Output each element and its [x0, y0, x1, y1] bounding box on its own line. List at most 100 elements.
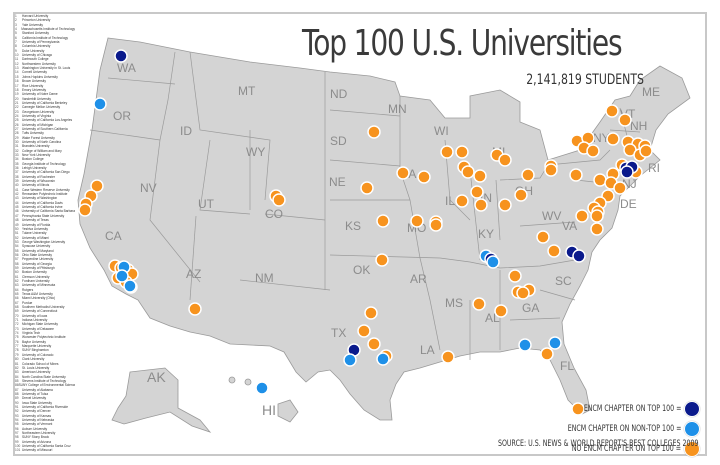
university-name: College of William and Mary: [22, 148, 62, 153]
legend: ENCM CHAPTER ON TOP 100 = ENCM CHAPTER O…: [519, 399, 700, 459]
ranking-item: 18 Emory University: [15, 88, 75, 92]
university-name: University of California Santa Cruz: [22, 444, 71, 449]
rank-number: 57: [15, 257, 19, 262]
university-name: SUNY Binghamton: [22, 348, 49, 353]
university-marker-no-encm-top100: [639, 144, 653, 158]
ranking-item: 47 Pennsylvania State University: [15, 214, 75, 218]
university-name: University of Colorado: [22, 352, 54, 357]
rank-number: 44: [15, 200, 19, 205]
ranking-item: 69 University of Connecticut: [15, 309, 75, 313]
university-name: Purdue: [22, 300, 33, 305]
ranking-item: 14 Cornell University: [15, 70, 75, 74]
ranking-item: 63 University of Minnesota: [15, 283, 75, 287]
university-marker-encm-nontop100: [123, 279, 137, 293]
ranking-item: 54 Syracuse University: [15, 244, 75, 248]
svg-text:GA: GA: [522, 301, 539, 315]
university-marker-no-encm-top100: [375, 253, 389, 267]
university-marker-encm-nontop100: [255, 381, 269, 395]
university-name: Ohio State University: [22, 252, 52, 257]
ranking-item: 15 Johns Hopkins University: [15, 75, 75, 79]
university-name: University of North Carolina: [22, 139, 61, 144]
ranking-item: 60 Boston University: [15, 270, 75, 274]
university-name: Boston College: [22, 157, 44, 162]
ranking-item: 98 SUNY Stony Brook: [15, 435, 75, 439]
university-marker-no-encm-top100: [536, 230, 550, 244]
rank-number: 101: [15, 448, 21, 453]
ranking-item: 37 University of California San Diego: [15, 170, 75, 174]
ranking-item: 55 University of Maryland: [15, 249, 75, 253]
ranking-item: 59 University of Pittsburgh: [15, 266, 75, 270]
ranking-item: 19 University of Notre Dame: [15, 92, 75, 96]
svg-text:MT: MT: [238, 84, 256, 98]
svg-text:MS: MS: [445, 296, 463, 310]
rank-number: 68: [15, 305, 19, 310]
university-name: University of Michigan: [22, 122, 54, 127]
university-name: Pennsylvania State University: [22, 213, 65, 218]
university-marker-encm-nontop100: [93, 97, 107, 111]
svg-text:AR: AR: [410, 272, 427, 286]
university-marker-no-encm-top100: [367, 337, 381, 351]
legend-item-encm-nontop100: ENCM CHAPTER ON NON-TOP 100 =: [519, 419, 700, 439]
rank-number: 1: [15, 14, 17, 18]
ranking-item: 77 Marquette University: [15, 344, 75, 348]
university-marker-encm-nontop100: [115, 269, 129, 283]
university-marker-encm-nontop100: [486, 255, 500, 269]
rank-number: 100: [15, 444, 21, 449]
university-marker-no-encm-top100: [455, 194, 469, 208]
svg-text:ME: ME: [642, 85, 660, 99]
university-marker-no-encm-top100: [360, 181, 374, 195]
university-marker-no-encm-top100: [441, 350, 455, 364]
page-title: Top 100 U.S. Universities: [302, 23, 623, 64]
ranking-item: 93 University of Kansas: [15, 414, 75, 418]
rank-number: 94: [15, 417, 19, 422]
rank-number: 63: [15, 283, 19, 288]
rank-number: 6: [15, 35, 17, 40]
rank-number: 41: [15, 187, 19, 192]
university-name: Dartmouth College: [22, 57, 49, 62]
rank-number: 12: [15, 61, 19, 66]
university-marker-no-encm-top100: [90, 179, 104, 193]
university-marker-no-encm-top100: [396, 166, 410, 180]
ranking-item: 64 Rutgers: [15, 288, 75, 292]
ranking-item: 35 Georgia Institute of Technology: [15, 162, 75, 166]
rank-number: 13: [15, 66, 19, 71]
ranking-item: 88 University of Tulsa: [15, 392, 75, 396]
svg-text:LA: LA: [420, 343, 435, 357]
rank-number: 54: [15, 244, 19, 249]
ranking-item: 43 University of Washington: [15, 196, 75, 200]
university-name: SUNY College of Environmental Science an…: [18, 383, 75, 388]
ranking-item: 20 Vanderbilt University: [15, 97, 75, 101]
ranking-item: 87 University of Alabama: [15, 388, 75, 392]
university-name: Lehigh University: [22, 166, 47, 171]
university-name: Texas A&M University: [22, 292, 53, 296]
svg-text:NH: NH: [630, 119, 647, 133]
ranking-item: 1 Harvard University: [15, 14, 75, 18]
university-name: St. Louis University: [22, 365, 50, 370]
university-marker-no-encm-top100: [440, 145, 454, 159]
university-name: University of Kansas: [22, 413, 52, 418]
rank-number: 35: [15, 161, 19, 166]
university-name: Southern Methodist University: [22, 305, 65, 310]
svg-text:NM: NM: [255, 271, 274, 285]
rank-number: 56: [15, 252, 19, 257]
ranking-item: 81 Colorado School of Mines: [15, 362, 75, 366]
svg-text:TX: TX: [331, 326, 346, 340]
ranking-item: 80 Clark University: [15, 357, 75, 361]
rankings-list: 1 Harvard University 2 Princeton University…: [15, 14, 75, 453]
rank-number: 16: [15, 79, 19, 84]
rank-number: 62: [15, 278, 19, 283]
rank-number: 37: [15, 170, 19, 175]
svg-text:WI: WI: [434, 124, 449, 138]
university-name: University of Washington: [22, 196, 58, 201]
rank-number: 30: [15, 139, 19, 144]
ranking-item: 73 University of Delaware: [15, 327, 75, 331]
svg-text:WA: WA: [117, 61, 136, 75]
rank-number: 20: [15, 96, 19, 101]
ranking-item: 2 Princeton University: [15, 18, 75, 22]
rank-number: 9: [15, 48, 17, 53]
university-name: New York University: [22, 153, 51, 157]
ranking-item: 26 University of Michigan: [15, 123, 75, 127]
ranking-item: 90 Iowa State University: [15, 401, 75, 405]
rank-number: 19: [15, 92, 19, 97]
